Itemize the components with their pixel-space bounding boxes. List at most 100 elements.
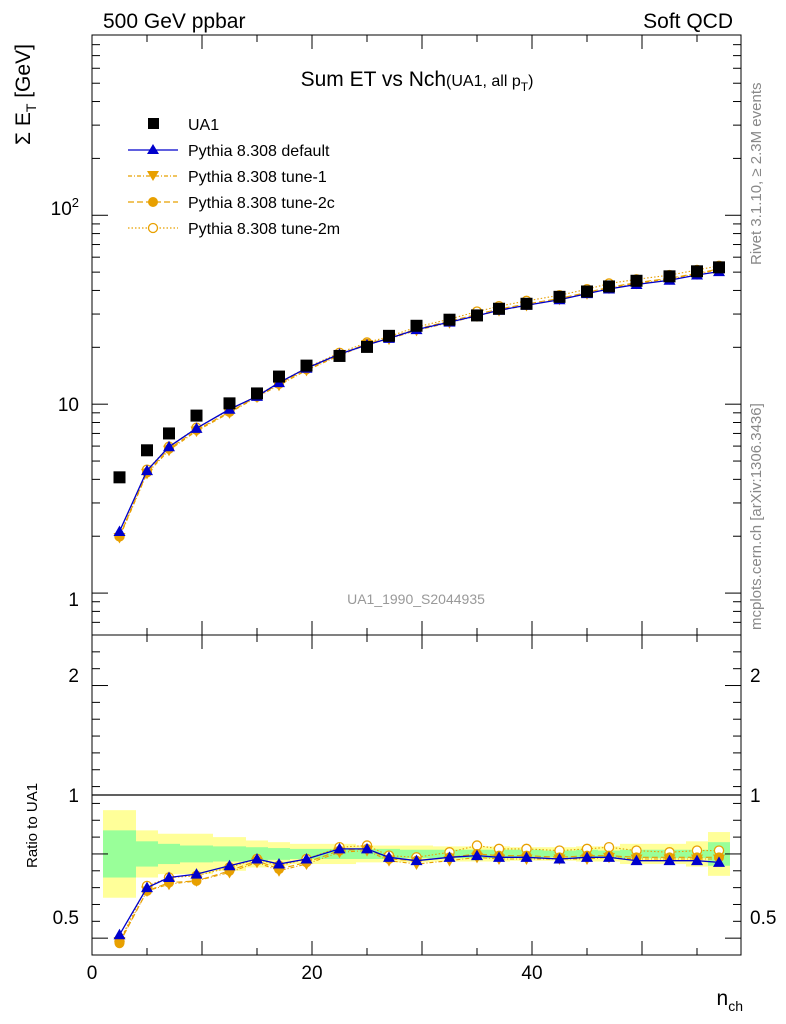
legend-label-tune-2m: Pythia 8.308 tune-2m — [188, 221, 340, 238]
data-point-ua1 — [581, 285, 593, 298]
ratio-y-tick-label-0.5: 0.5 — [53, 908, 79, 929]
ratio-marker-default — [163, 871, 175, 883]
legend-label-default: Pythia 8.308 default — [188, 143, 330, 160]
ratio-band-inner — [268, 848, 290, 860]
ratio-marker-tune-2m — [471, 840, 483, 851]
ratio-y-tick-label-right-2: 2 — [750, 666, 761, 687]
data-point-ua1 — [251, 387, 263, 400]
legend-item-default: Pythia 8.308 default — [128, 143, 330, 160]
marker-default — [190, 422, 203, 433]
data-point-ua1 — [630, 274, 643, 287]
series-line — [118, 269, 720, 538]
x-axis-label-main: n — [717, 987, 729, 1010]
x-axis-label-sub: ch — [728, 998, 743, 1014]
main-title-suffix-sub: T — [521, 80, 529, 94]
ratio-marker-default — [410, 854, 423, 866]
data-point-ua1 — [163, 427, 175, 440]
x-tick-label-0: 0 — [87, 963, 98, 984]
ratio-band-inner — [158, 843, 180, 865]
marker-default — [113, 525, 126, 536]
series-line — [118, 271, 720, 532]
data-point-ua1 — [361, 340, 373, 353]
ratio-band-inner — [103, 830, 136, 878]
data-point-ua1 — [691, 265, 703, 278]
ratio-band-inner — [136, 841, 158, 867]
ratio-marker-tune-1 — [190, 876, 203, 887]
ratio-marker-tune-1 — [113, 937, 126, 948]
marker-default — [141, 464, 153, 476]
y-tick-label-10: 10 — [58, 395, 79, 416]
rivet-label: Rivet 3.1.10, ≥ 2.3M events — [748, 83, 765, 266]
legend-label-tune-2c: Pythia 8.308 tune-2c — [188, 195, 335, 212]
ratio-marker-default — [443, 851, 456, 862]
legend-item-tune-2c: Pythia 8.308 tune-2c — [128, 195, 335, 212]
data-point-ua1 — [300, 359, 313, 372]
data-point-ua1 — [520, 297, 533, 310]
data-point-ua1 — [333, 349, 346, 362]
ratio-marker-default — [141, 881, 153, 893]
data-point-ua1 — [223, 397, 236, 410]
data-point-ua1 — [141, 444, 153, 457]
main-plot: 1 10 102 UA1_1990_S2044935 — [51, 34, 742, 636]
y-tick-label-100: 102 — [51, 195, 79, 220]
data-point-ua1 — [190, 409, 203, 422]
ratio-marker-default — [333, 842, 346, 854]
ratio-marker-tune-1 — [223, 867, 236, 879]
ratio-marker-default — [581, 851, 593, 862]
legend-marker-circle — [148, 197, 158, 207]
series-line — [118, 268, 720, 537]
ratio-band-inner — [213, 846, 246, 862]
main-title-suffix-close: ) — [528, 73, 533, 90]
y-tick-label-1: 1 — [68, 590, 79, 611]
ratio-plot-ticks — [92, 635, 741, 955]
ratio-marker-default — [553, 853, 566, 864]
data-point-ua1 — [410, 319, 423, 332]
ratio-marker-default — [471, 849, 483, 861]
header-left-label: 500 GeV ppbar — [103, 10, 245, 33]
x-tick-label-20: 20 — [301, 963, 322, 984]
legend: UA1 Pythia 8.308 default Pythia 8.308 tu… — [128, 117, 340, 238]
marker-default — [163, 440, 175, 452]
ratio-marker-default — [603, 851, 615, 862]
data-point-ua1 — [383, 329, 395, 342]
ratio-marker-default — [520, 851, 533, 862]
ratio-plot: 0.5 1 2 0.5 1 2 Ratio to UA1 0 20 40 nch — [24, 634, 776, 1014]
ratio-marker-default — [383, 851, 395, 862]
y-axis-label-unit: [GeV] — [12, 44, 35, 104]
y-axis-label-sub: T — [23, 103, 39, 112]
header-right-label: Soft QCD — [643, 10, 733, 33]
ratio-marker-default — [713, 856, 725, 867]
data-point-ua1 — [713, 261, 725, 274]
ratio-marker-default — [300, 853, 313, 864]
ratio-y-tick-label-2: 2 — [68, 666, 79, 687]
data-point-ua1 — [553, 290, 566, 303]
legend-item-ua1: UA1 — [148, 117, 219, 134]
main-title: Sum ET vs Nch(UA1, all pT) — [301, 68, 534, 94]
data-point-ua1 — [471, 309, 483, 322]
ratio-marker-default — [630, 854, 643, 866]
ratio-y-tick-label-right-0.5: 0.5 — [750, 908, 776, 929]
ratio-marker-default — [113, 928, 126, 940]
legend-marker-triangle-down — [147, 171, 159, 181]
ratio-y-tick-label-right-1: 1 — [750, 786, 761, 807]
ratio-marker-default — [190, 868, 203, 879]
ratio-y-axis-label: Ratio to UA1 — [24, 783, 41, 868]
legend-label-ua1: UA1 — [188, 117, 219, 134]
main-plot-marks — [113, 260, 725, 544]
ratio-series-line — [119, 848, 719, 944]
main-title-suffix: (UA1, all p — [446, 73, 521, 90]
data-point-ua1 — [493, 302, 505, 315]
legend-marker-triangle-up — [147, 144, 159, 154]
ratio-y-tick-label-1: 1 — [68, 786, 79, 807]
legend-item-tune-2m: Pythia 8.308 tune-2m — [128, 221, 340, 238]
y-axis-label: Σ ET [GeV] — [12, 44, 39, 145]
data-point-ua1 — [113, 471, 126, 484]
ratio-marker-default — [273, 858, 285, 869]
legend-marker-open-circle — [147, 222, 159, 234]
ratio-marker-default — [663, 854, 676, 866]
ratio-marker-tune-1 — [163, 879, 175, 891]
ratio-marker-default — [223, 859, 236, 871]
ratio-marker-default — [493, 851, 505, 862]
ratio-band-inner — [180, 845, 213, 863]
